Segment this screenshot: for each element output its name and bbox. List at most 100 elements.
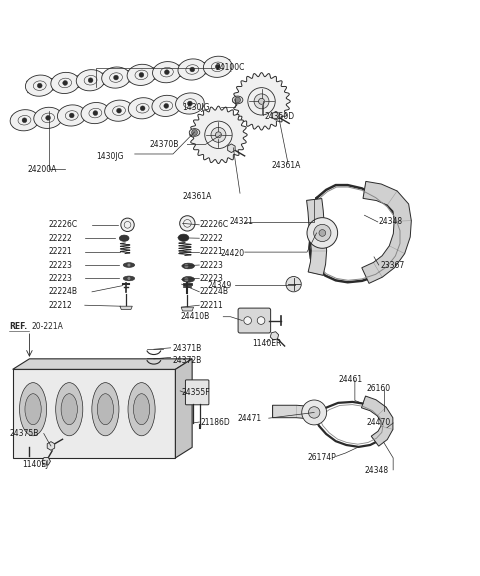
Polygon shape xyxy=(272,111,280,120)
Text: 22223: 22223 xyxy=(48,260,72,270)
Polygon shape xyxy=(361,396,393,446)
Ellipse shape xyxy=(92,382,119,436)
Text: 22211: 22211 xyxy=(199,301,223,310)
Circle shape xyxy=(314,224,331,241)
Circle shape xyxy=(46,115,50,120)
Ellipse shape xyxy=(153,62,181,83)
Circle shape xyxy=(286,276,301,292)
FancyBboxPatch shape xyxy=(238,308,271,333)
Ellipse shape xyxy=(20,382,47,436)
Circle shape xyxy=(188,101,192,106)
Ellipse shape xyxy=(176,93,204,114)
Ellipse shape xyxy=(25,394,41,425)
Polygon shape xyxy=(273,406,318,420)
Text: 24372B: 24372B xyxy=(173,356,202,365)
Circle shape xyxy=(37,84,42,88)
Text: 22224B: 22224B xyxy=(199,287,228,296)
Ellipse shape xyxy=(25,75,54,96)
Ellipse shape xyxy=(76,70,105,91)
Text: 24410B: 24410B xyxy=(180,312,209,321)
Text: REF.: REF. xyxy=(9,322,27,331)
Ellipse shape xyxy=(120,235,129,241)
Ellipse shape xyxy=(61,394,77,425)
Polygon shape xyxy=(362,181,411,283)
Ellipse shape xyxy=(128,382,155,436)
Circle shape xyxy=(69,113,74,118)
Ellipse shape xyxy=(133,394,150,425)
Circle shape xyxy=(180,216,195,231)
Text: 22221: 22221 xyxy=(48,247,72,256)
Text: 22223: 22223 xyxy=(48,274,72,283)
Circle shape xyxy=(165,70,169,74)
Text: 22221: 22221 xyxy=(199,247,223,256)
Text: 24361A: 24361A xyxy=(271,161,300,170)
Polygon shape xyxy=(307,199,326,275)
Ellipse shape xyxy=(182,276,194,282)
Ellipse shape xyxy=(51,73,80,93)
Circle shape xyxy=(309,407,320,418)
Text: 22224B: 22224B xyxy=(48,287,78,296)
Text: 24200A: 24200A xyxy=(27,165,56,174)
Circle shape xyxy=(244,317,252,324)
Circle shape xyxy=(302,400,326,425)
Polygon shape xyxy=(12,369,175,458)
Circle shape xyxy=(259,98,264,104)
Circle shape xyxy=(205,121,232,149)
Text: 24350D: 24350D xyxy=(265,112,295,121)
Polygon shape xyxy=(228,144,235,153)
FancyBboxPatch shape xyxy=(185,380,209,405)
Text: 1140EJ: 1140EJ xyxy=(22,460,48,469)
Ellipse shape xyxy=(97,394,114,425)
Text: 24100C: 24100C xyxy=(215,63,244,73)
Ellipse shape xyxy=(123,276,135,281)
Circle shape xyxy=(63,81,68,85)
Circle shape xyxy=(257,317,265,324)
Text: 24361A: 24361A xyxy=(182,192,212,200)
Circle shape xyxy=(211,127,226,142)
Polygon shape xyxy=(175,359,192,458)
Circle shape xyxy=(117,108,121,113)
Text: 24420: 24420 xyxy=(221,249,245,258)
Circle shape xyxy=(93,111,98,115)
Text: 24471: 24471 xyxy=(238,414,262,423)
Text: 22222: 22222 xyxy=(48,234,72,242)
Circle shape xyxy=(121,218,134,232)
Text: 24355F: 24355F xyxy=(181,388,210,397)
Text: 22222: 22222 xyxy=(199,234,223,242)
Ellipse shape xyxy=(102,67,131,88)
Ellipse shape xyxy=(232,96,243,104)
Polygon shape xyxy=(190,106,247,164)
Circle shape xyxy=(127,263,131,267)
Circle shape xyxy=(88,78,93,82)
Text: 24349: 24349 xyxy=(207,281,232,290)
Text: 24370B: 24370B xyxy=(149,140,179,149)
Circle shape xyxy=(254,94,269,109)
Circle shape xyxy=(190,67,195,72)
Ellipse shape xyxy=(34,107,62,128)
Circle shape xyxy=(139,73,144,77)
Text: 22226C: 22226C xyxy=(199,221,228,229)
Ellipse shape xyxy=(10,109,39,131)
Circle shape xyxy=(22,118,27,123)
Circle shape xyxy=(140,106,145,111)
Circle shape xyxy=(248,88,275,115)
Ellipse shape xyxy=(56,382,83,436)
Text: 24321: 24321 xyxy=(229,218,253,226)
Text: 1140ER: 1140ER xyxy=(252,339,281,347)
Text: 23367: 23367 xyxy=(380,260,405,270)
Circle shape xyxy=(319,230,325,236)
Circle shape xyxy=(235,97,240,103)
Ellipse shape xyxy=(58,105,86,126)
Circle shape xyxy=(114,75,119,80)
Text: 22223: 22223 xyxy=(199,274,223,283)
Ellipse shape xyxy=(105,100,133,122)
Ellipse shape xyxy=(178,234,189,241)
Ellipse shape xyxy=(123,263,135,267)
Polygon shape xyxy=(233,73,290,130)
Ellipse shape xyxy=(128,98,157,119)
Text: 24348: 24348 xyxy=(364,467,389,475)
Text: 20-221A: 20-221A xyxy=(32,322,64,331)
Polygon shape xyxy=(42,457,50,465)
Circle shape xyxy=(192,130,197,135)
Polygon shape xyxy=(47,442,55,450)
